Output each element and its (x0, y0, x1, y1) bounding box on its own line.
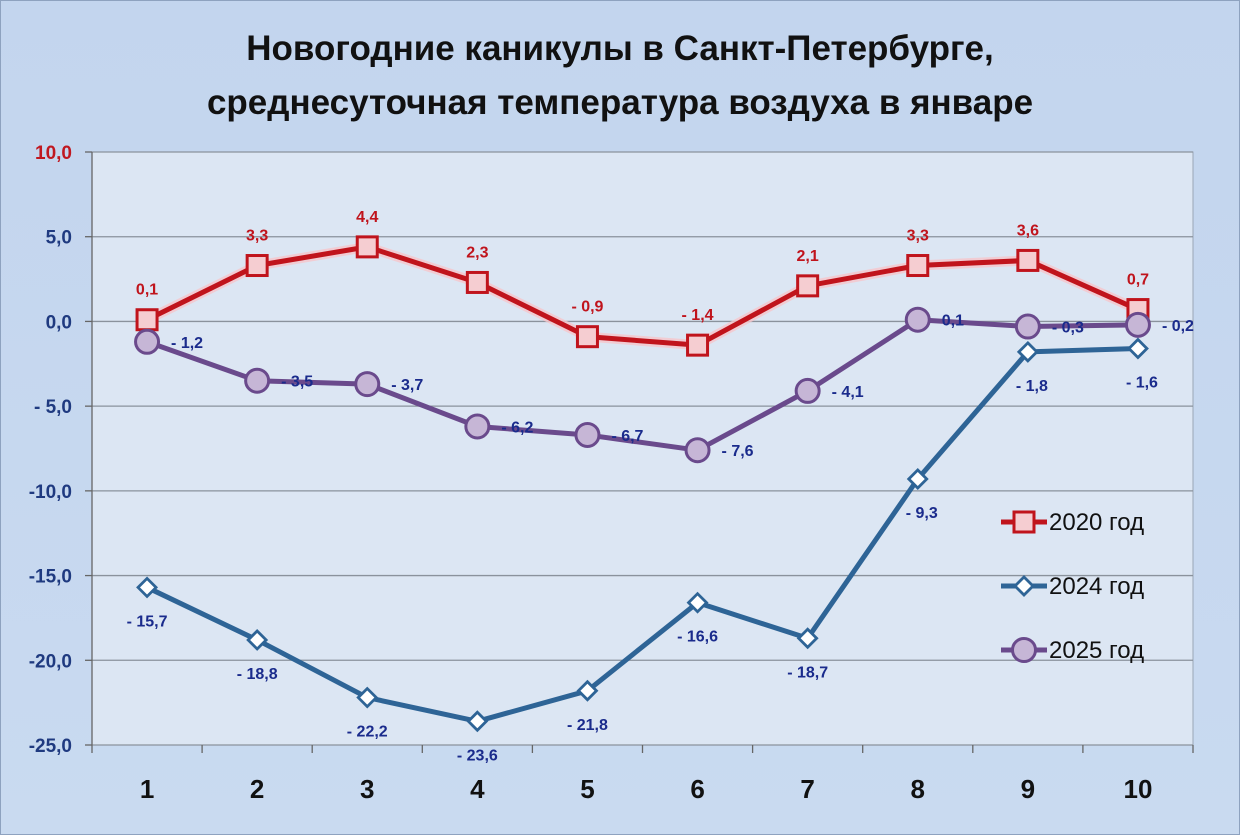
circle-marker (684, 437, 711, 464)
square-marker (575, 325, 599, 349)
data-label: - 0,2 (1162, 318, 1194, 335)
data-label: - 4,1 (832, 384, 864, 401)
data-label: - 3,7 (391, 377, 423, 394)
y-tick-label: -25,0 (29, 736, 72, 757)
data-label: - 1,2 (171, 335, 203, 352)
x-tick-label: 10 (1123, 774, 1152, 804)
data-label: - 1,8 (1016, 378, 1048, 395)
diamond-marker (1016, 340, 1039, 363)
series-line (146, 317, 1138, 453)
diamond-marker (1126, 337, 1149, 360)
legend-label: 2020 год (1049, 509, 1144, 536)
chart-title: Новогодние каникулы в Санкт-Петербурге, … (0, 22, 1240, 130)
circle-marker (244, 367, 271, 394)
y-tick-label: - 5,0 (34, 397, 72, 418)
y-tick-label: -15,0 (29, 567, 72, 588)
data-label: - 1,6 (1126, 375, 1158, 392)
data-label: - 9,3 (906, 505, 938, 522)
square-marker (135, 308, 159, 332)
square-marker (1016, 248, 1040, 272)
circle-marker (1014, 313, 1041, 340)
circle-marker (1124, 311, 1151, 338)
data-label: - 15,7 (127, 613, 168, 630)
data-label: - 3,5 (281, 374, 313, 391)
legend-label: 2024 год (1049, 573, 1144, 600)
data-label: - 18,7 (787, 664, 828, 681)
x-tick-label: 4 (470, 774, 485, 804)
data-label: 4,4 (356, 209, 378, 226)
circle-marker (904, 306, 931, 333)
square-marker (355, 235, 379, 259)
square-marker (1012, 510, 1036, 534)
x-tick-label: 6 (690, 774, 704, 804)
chart-title-line2: среднесуточная температура воздуха в янв… (206, 83, 1034, 122)
x-tick-label: 1 (140, 774, 154, 804)
square-marker (796, 274, 820, 298)
diamond-marker (906, 468, 929, 490)
diamond-marker (246, 628, 269, 651)
data-label: 0,1 (942, 313, 964, 330)
diamond-marker (466, 710, 489, 733)
x-tick-label: 3 (360, 774, 374, 804)
circle-marker (134, 328, 161, 355)
data-label: 0,7 (1127, 272, 1149, 289)
chart-title-line1: Новогодние каникулы в Санкт-Петербурге, (246, 29, 994, 68)
circle-marker (464, 413, 491, 440)
x-tick-label: 2 (250, 774, 264, 804)
data-label: 3,3 (246, 228, 268, 245)
data-label: - 21,8 (567, 717, 608, 734)
data-label: 2,1 (797, 248, 819, 265)
data-label: - 7,6 (722, 443, 754, 460)
diamond-marker (576, 679, 599, 702)
circle-marker (1011, 637, 1037, 663)
y-tick-label: 5,0 (46, 228, 72, 249)
x-tick-label: 7 (800, 774, 814, 804)
series-line (145, 244, 1139, 348)
x-tick-label: 9 (1021, 774, 1035, 804)
square-marker (465, 270, 489, 294)
data-label: - 16,6 (677, 629, 718, 646)
data-label: 0,1 (136, 282, 158, 299)
data-label: - 18,8 (237, 666, 278, 683)
data-label: - 6,2 (501, 419, 533, 436)
square-marker (686, 333, 710, 357)
circle-marker (354, 371, 381, 398)
series-line (145, 346, 1139, 724)
y-tick-label: -20,0 (29, 651, 72, 672)
data-label: - 6,7 (611, 428, 643, 445)
y-tick-label: -10,0 (29, 482, 72, 503)
y-tick-label: 10,0 (35, 143, 72, 164)
data-label: 2,3 (466, 244, 488, 261)
diamond-marker (356, 686, 379, 709)
square-marker (245, 254, 269, 278)
legend-label: 2025 год (1049, 637, 1144, 664)
data-label: - 1,4 (682, 307, 714, 324)
data-label: 3,6 (1017, 222, 1039, 239)
circle-marker (574, 421, 601, 448)
data-label: - 0,3 (1052, 320, 1084, 337)
square-marker (906, 254, 930, 278)
data-label: - 0,9 (571, 299, 603, 316)
diamond-marker (796, 627, 819, 650)
diamond-marker (686, 591, 709, 614)
x-tick-label: 8 (911, 774, 925, 804)
y-tick-label: 0,0 (46, 312, 72, 333)
data-label: - 22,2 (347, 724, 388, 741)
x-tick-label: 5 (580, 774, 594, 804)
data-label: 3,3 (907, 228, 929, 245)
diamond-marker (136, 576, 159, 599)
circle-marker (794, 377, 821, 404)
data-label: - 23,6 (457, 747, 498, 764)
diamond-marker (1013, 575, 1035, 597)
